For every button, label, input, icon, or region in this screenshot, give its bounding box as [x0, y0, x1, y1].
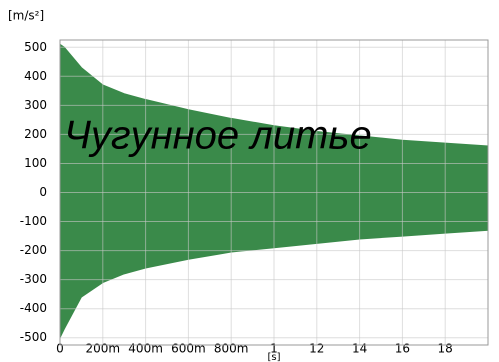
x-axis-label: [s] [267, 352, 280, 362]
x-tick-label: 800m [214, 342, 249, 356]
x-tick-label: 600m [171, 342, 206, 356]
y-tick-label: 100 [24, 156, 47, 170]
x-tick-label: 12 [309, 342, 324, 356]
y-tick-label: 0 [39, 185, 47, 199]
x-tick-label: 200m [86, 342, 121, 356]
x-tick-label: 400m [128, 342, 163, 356]
y-tick-label: -500 [20, 330, 47, 344]
y-tick-label: 200 [24, 127, 47, 141]
y-tick-label: 300 [24, 98, 47, 112]
annotation: Чугунное литье [64, 114, 372, 158]
x-tick-label: 18 [438, 342, 453, 356]
plot-frame [59, 39, 489, 346]
y-tick-label: -100 [20, 214, 47, 228]
x-tick-label: 0 [56, 342, 64, 356]
x-tick-label: 1 [270, 342, 278, 356]
x-tick-label: 16 [395, 342, 410, 356]
y-tick-label: -300 [20, 272, 47, 286]
y-tick-label: 400 [24, 69, 47, 83]
y-tick-label: -400 [20, 301, 47, 315]
x-tick-label: 14 [352, 342, 367, 356]
y-tick-label: 500 [24, 40, 47, 54]
y-axis-label: [m/s²] [8, 9, 44, 23]
y-tick-label: -200 [20, 243, 47, 257]
